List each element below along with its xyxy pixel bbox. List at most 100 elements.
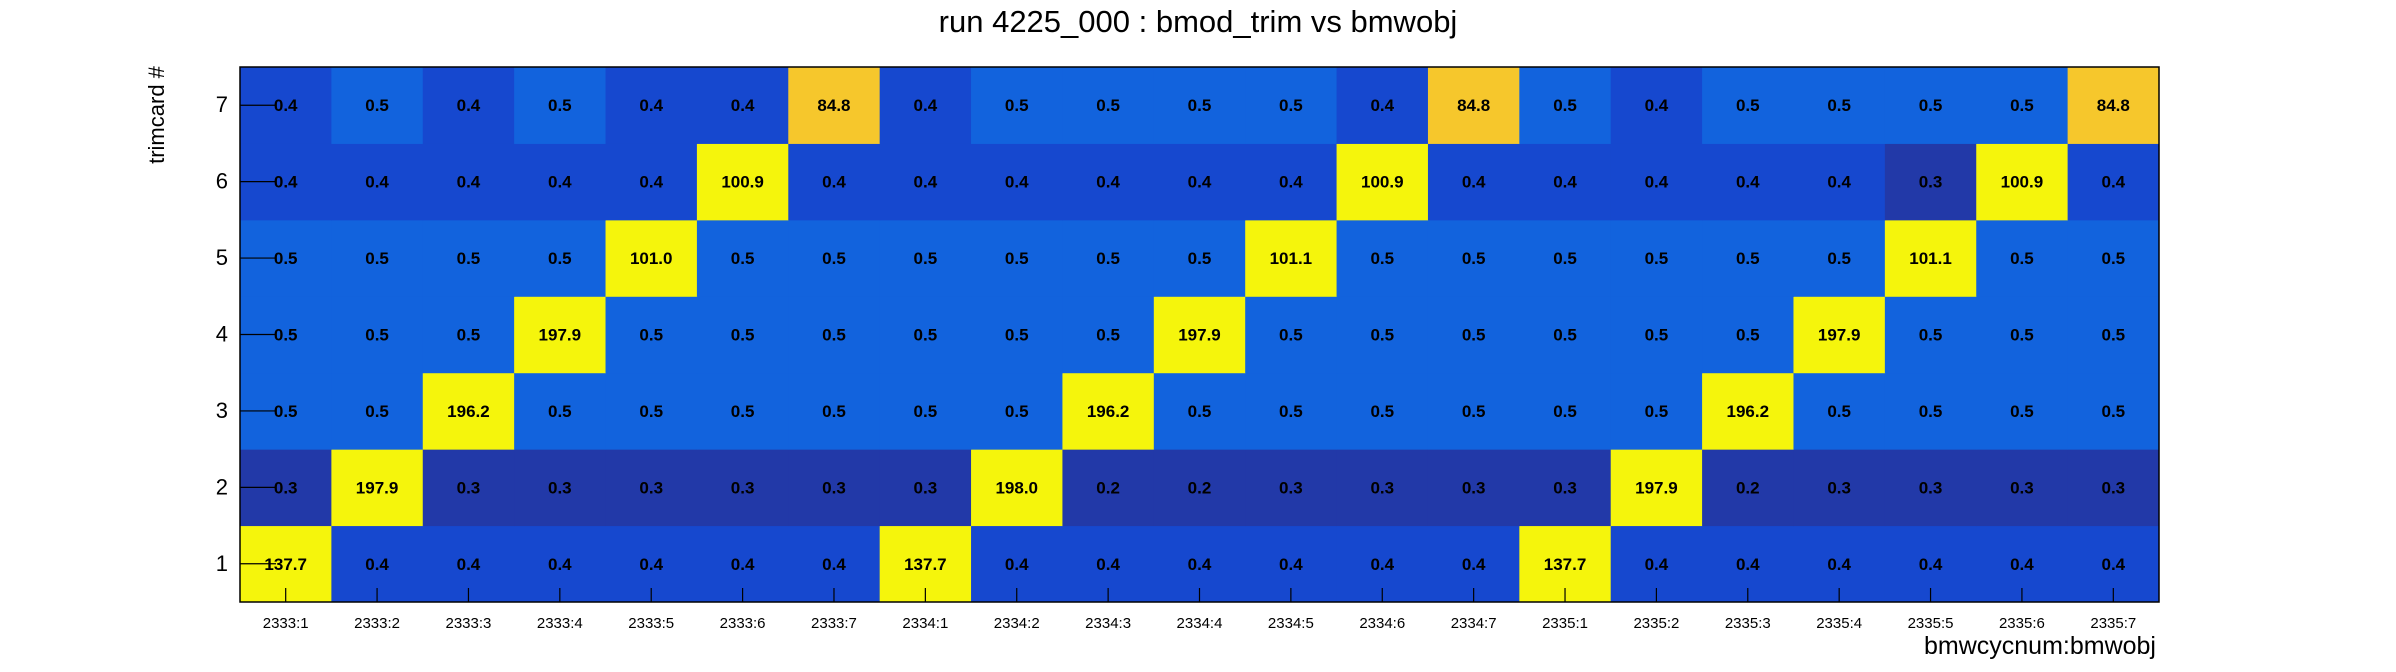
heatmap-cell [879,449,972,527]
cell-value-label: 0.4 [457,555,481,574]
cell-value-label: 137.7 [264,555,307,574]
heatmap-cell [605,67,698,144]
y-tick-label: 1 [216,551,228,576]
x-tick-label: 2335:2 [1633,615,1679,632]
cell-value-label: 0.4 [1827,173,1851,192]
cell-value-label: 0.4 [365,173,389,192]
heatmap-cell [1519,449,1612,527]
cell-value-label: 0.4 [1462,173,1486,192]
heatmap-cell [971,143,1063,221]
cell-value-label: 0.4 [822,173,846,192]
cell-value-label: 0.5 [2010,249,2034,268]
heatmap-cell [696,143,789,221]
cell-value-label: 0.3 [1919,173,1943,192]
heatmap-cell [1153,143,1246,221]
cell-value-label: 0.5 [1188,249,1212,268]
y-tick-label: 2 [216,474,228,499]
y-tick-label: 3 [216,398,228,423]
cell-value-label: 0.5 [274,249,298,268]
heatmap-cell [1245,67,1338,144]
heatmap-cell [331,372,424,450]
cell-value-label: 0.5 [914,249,938,268]
cell-value-label: 0.4 [365,555,389,574]
cell-value-label: 197.9 [1178,326,1221,345]
cell-value-label: 0.5 [639,402,663,421]
cell-value-label: 0.4 [1645,96,1669,115]
cell-value-label: 0.2 [1096,478,1120,497]
cell-value-label: 137.7 [1544,555,1587,574]
heatmap-cell [605,143,698,221]
cell-value-label: 0.5 [1188,402,1212,421]
heatmap-cell [1793,296,1886,374]
cell-value-label: 0.5 [365,96,389,115]
heatmap-cell [788,219,881,297]
heatmap-cell [1702,296,1794,374]
heatmap-cell [1976,449,2069,527]
cell-value-label: 0.4 [914,173,938,192]
heatmap-cell [1062,372,1155,450]
cell-value-label: 0.3 [822,478,846,497]
cell-value-label: 0.4 [548,173,572,192]
heatmap-cell [605,219,698,297]
heatmap-cell [1153,449,1246,527]
cell-value-label: 0.3 [639,478,663,497]
cell-value-label: 0.4 [822,555,846,574]
cell-value-label: 0.2 [1736,478,1760,497]
cell-value-label: 0.5 [2101,402,2125,421]
heatmap-cell [1336,67,1429,144]
heatmap-cell [1884,372,1977,450]
heatmap-cell [605,449,698,527]
cell-value-label: 197.9 [1818,326,1861,345]
cell-value-label: 0.5 [1279,326,1303,345]
cell-value-label: 0.3 [1279,478,1303,497]
cell-value-label: 0.5 [365,402,389,421]
heatmap-cell [422,143,515,221]
heatmap-cell [696,219,789,297]
heatmap-cell [879,67,972,144]
cell-value-label: 0.5 [822,326,846,345]
cell-value-label: 0.5 [1827,249,1851,268]
x-tick-label: 2334:6 [1359,615,1405,632]
cell-value-label: 0.3 [457,478,481,497]
x-tick-label: 2333:2 [354,615,400,632]
heatmap-cell [1427,449,1520,527]
cell-value-label: 0.5 [1279,96,1303,115]
cell-value-label: 0.2 [1188,478,1212,497]
cell-value-label: 0.4 [1553,173,1577,192]
heatmap-cell [1336,219,1429,297]
cell-value-label: 0.5 [731,249,755,268]
x-tick-label: 2334:7 [1451,615,1497,632]
heatmap-cell [514,296,607,374]
heatmap-cell [422,67,515,144]
cell-value-label: 84.8 [2097,96,2130,115]
cell-value-label: 0.4 [914,96,938,115]
heatmap-cell [696,296,789,374]
heatmap-cell [1427,143,1520,221]
cell-value-label: 0.4 [1005,555,1029,574]
heatmap-cell [1610,449,1703,527]
cell-value-label: 196.2 [1727,402,1770,421]
heatmap-cell [422,296,515,374]
heatmap-cell [1062,67,1155,144]
heatmap-cell [971,449,1063,527]
x-tick-label: 2335:3 [1725,615,1771,632]
cell-value-label: 0.4 [1279,555,1303,574]
heatmap-cell [1702,219,1794,297]
cell-value-label: 0.5 [639,326,663,345]
heatmap-cell [696,449,789,527]
cell-value-label: 0.4 [1188,173,1212,192]
heatmap-cell [1884,67,1977,144]
heatmap-cell [1153,296,1246,374]
cell-value-label: 197.9 [356,478,399,497]
heatmap-cell [1702,67,1794,144]
heatmap-cell [1702,449,1794,527]
cell-value-label: 0.5 [1645,326,1669,345]
y-tick-label: 6 [216,169,228,194]
heatmap-cell [1519,296,1612,374]
cell-value-label: 0.4 [731,555,755,574]
cell-value-label: 0.4 [1462,555,1486,574]
heatmap-cell [331,67,424,144]
cell-value-label: 0.5 [1370,402,1394,421]
cell-value-label: 0.4 [1005,173,1029,192]
cell-value-label: 0.5 [365,326,389,345]
